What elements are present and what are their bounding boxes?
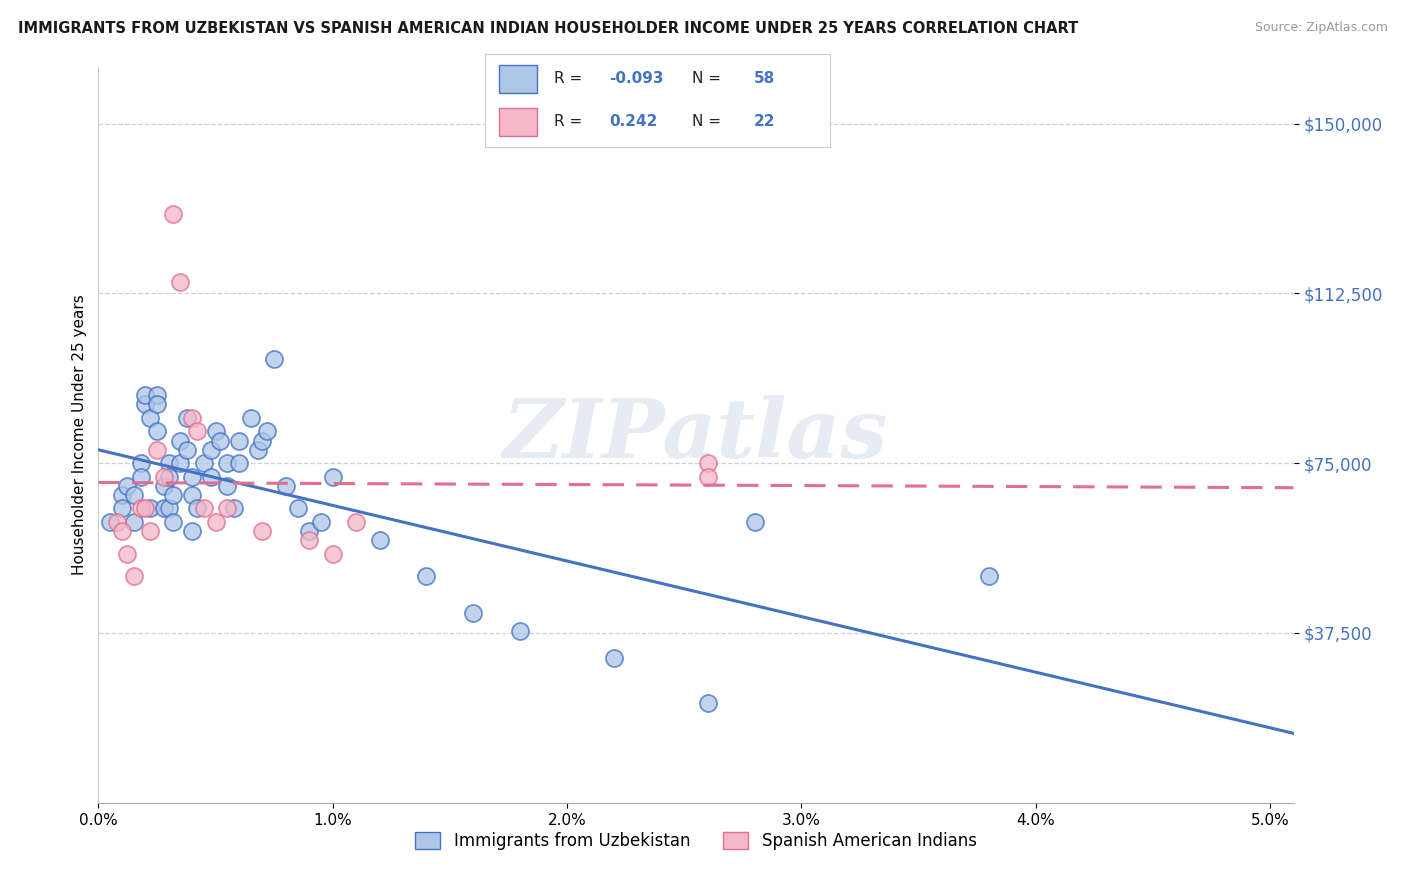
Point — [252, 434, 274, 448]
Point — [415, 569, 437, 583]
Bar — [499, 65, 537, 93]
Point — [696, 696, 718, 710]
Text: 0.242: 0.242 — [609, 114, 658, 129]
Point — [153, 501, 176, 516]
Point — [217, 501, 239, 516]
Point — [129, 456, 152, 470]
Point — [122, 515, 145, 529]
Point — [169, 275, 191, 289]
Point — [162, 488, 184, 502]
Point — [162, 207, 184, 221]
Point — [193, 456, 215, 470]
Point — [157, 456, 180, 470]
Point — [263, 351, 285, 366]
Point — [181, 410, 204, 425]
Point — [146, 388, 169, 402]
Text: N =: N = — [692, 114, 725, 129]
Point — [368, 533, 391, 548]
Point — [309, 515, 332, 529]
Point — [129, 501, 152, 516]
Point — [105, 515, 128, 529]
Point — [200, 469, 222, 483]
Point — [217, 479, 239, 493]
Point — [509, 624, 531, 638]
Point — [204, 425, 226, 439]
Point — [217, 456, 239, 470]
Point — [463, 606, 485, 620]
Point — [246, 442, 269, 457]
Text: 58: 58 — [754, 71, 775, 87]
Text: Source: ZipAtlas.com: Source: ZipAtlas.com — [1254, 21, 1388, 34]
Y-axis label: Householder Income Under 25 years: Householder Income Under 25 years — [72, 294, 87, 575]
Point — [115, 479, 138, 493]
Point — [139, 501, 162, 516]
Point — [181, 469, 204, 483]
Point — [134, 388, 156, 402]
Point — [134, 501, 156, 516]
Legend: Immigrants from Uzbekistan, Spanish American Indians: Immigrants from Uzbekistan, Spanish Amer… — [409, 825, 983, 857]
Point — [298, 524, 321, 538]
Point — [111, 524, 134, 538]
Point — [603, 651, 626, 665]
Point — [153, 469, 176, 483]
Text: N =: N = — [692, 71, 725, 87]
Point — [122, 488, 145, 502]
Text: R =: R = — [554, 114, 592, 129]
Text: 22: 22 — [754, 114, 775, 129]
Point — [115, 547, 138, 561]
Point — [239, 410, 262, 425]
Point — [181, 524, 204, 538]
Point — [322, 547, 344, 561]
Point — [146, 442, 169, 457]
Point — [134, 397, 156, 411]
Point — [176, 442, 198, 457]
Point — [157, 501, 180, 516]
Point — [153, 479, 176, 493]
Point — [122, 569, 145, 583]
Point — [176, 410, 198, 425]
Point — [129, 469, 152, 483]
Point — [209, 434, 232, 448]
Point — [696, 456, 718, 470]
Point — [181, 488, 204, 502]
Text: -0.093: -0.093 — [609, 71, 664, 87]
Point — [298, 533, 321, 548]
Point — [139, 410, 162, 425]
Text: IMMIGRANTS FROM UZBEKISTAN VS SPANISH AMERICAN INDIAN HOUSEHOLDER INCOME UNDER 2: IMMIGRANTS FROM UZBEKISTAN VS SPANISH AM… — [18, 21, 1078, 36]
Point — [204, 515, 226, 529]
Point — [139, 524, 162, 538]
Point — [228, 434, 250, 448]
Point — [98, 515, 121, 529]
Point — [287, 501, 309, 516]
Point — [146, 425, 169, 439]
Point — [186, 501, 208, 516]
Point — [169, 434, 191, 448]
Point — [200, 442, 222, 457]
Point — [224, 501, 246, 516]
Text: ZIPatlas: ZIPatlas — [503, 395, 889, 475]
Point — [111, 488, 134, 502]
Point — [157, 469, 180, 483]
Point — [186, 425, 208, 439]
Point — [256, 425, 278, 439]
Point — [111, 501, 134, 516]
Point — [322, 469, 344, 483]
Point — [252, 524, 274, 538]
Point — [696, 469, 718, 483]
Point — [744, 515, 766, 529]
Point — [162, 515, 184, 529]
Point — [274, 479, 297, 493]
Point — [169, 456, 191, 470]
Point — [977, 569, 1000, 583]
Bar — [499, 108, 537, 136]
Text: R =: R = — [554, 71, 588, 87]
Point — [146, 397, 169, 411]
Point — [228, 456, 250, 470]
Point — [193, 501, 215, 516]
Point — [344, 515, 367, 529]
